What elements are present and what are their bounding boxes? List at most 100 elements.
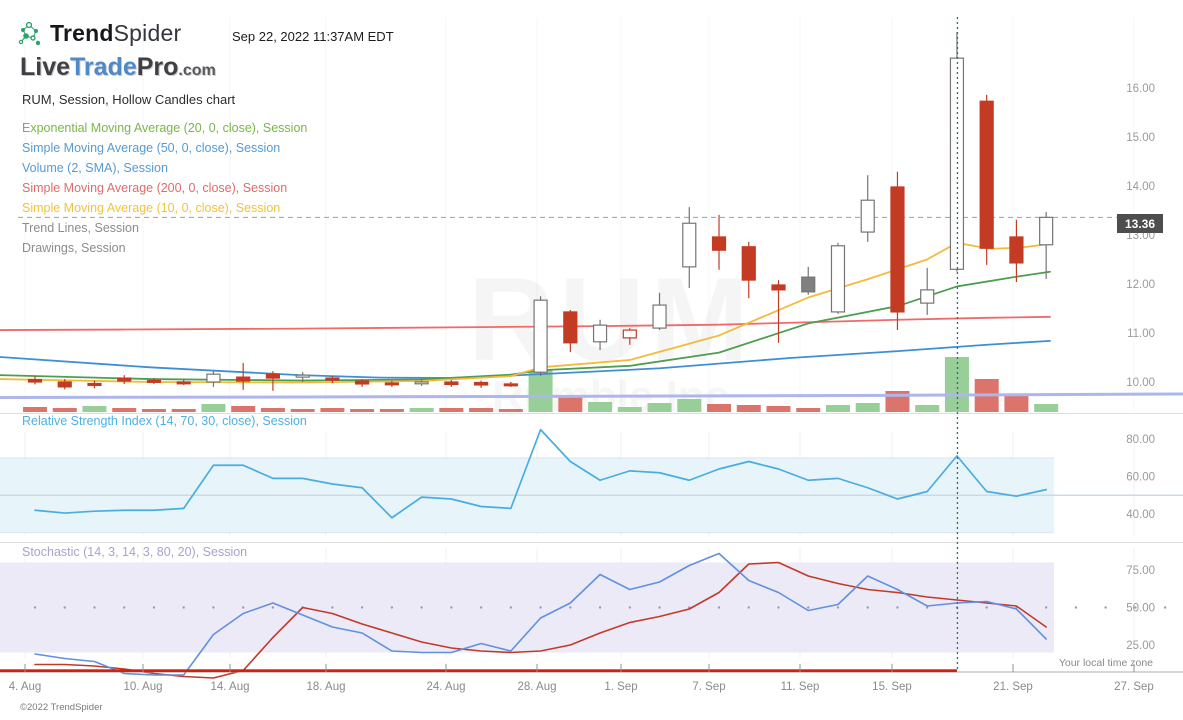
candle-body [741,246,756,281]
legend-item-0[interactable]: Exponential Moving Average (20, 0, close… [22,121,308,135]
volume-bar [260,408,285,412]
candle-body [27,378,43,383]
candle-body [890,186,905,313]
candle-body [1039,216,1054,246]
candle-body [295,374,310,378]
stoch-midline-dot [450,606,453,609]
stoch-midline-dot [123,606,126,609]
stoch-axis-label: 50.00 [1126,603,1155,615]
rsi-axis-label: 80.00 [1126,434,1155,446]
brand-trade: Trade [70,53,137,81]
volume-bar [588,402,613,412]
legend-item-1[interactable]: Simple Moving Average (50, 0, close), Se… [22,141,281,155]
legend-item-2[interactable]: Volume (2, SMA), Session [22,161,168,175]
stoch-midline-dot [598,606,602,609]
volume-bar [350,409,375,412]
candle-body [533,299,548,373]
volume-bar [141,409,166,412]
candle-body [771,284,786,291]
candle-body [325,377,340,381]
price-axis-label: 14.00 [1126,181,1155,193]
price-axis-label: 15.00 [1126,132,1155,144]
candle-body [265,373,281,379]
stochastic-d-line [34,561,1047,679]
ema20-line [0,270,1051,382]
stoch-midline-dot [420,606,423,609]
stoch-midline-dot [1044,606,1048,609]
candle-body [57,381,72,388]
stoch-midline-dot [628,606,631,609]
candle-body [384,382,399,386]
time-axis-label: 4. Aug [9,681,42,693]
candle-body [444,381,459,386]
stoch-midline-dot [926,606,929,609]
volume-bar [171,409,196,412]
volume-bar [825,405,850,412]
time-axis-label: 15. Sep [872,681,912,693]
volume-bar [766,406,791,412]
stoch-axis-label: 75.00 [1126,565,1155,577]
price-axis-label: 16.00 [1126,83,1155,95]
chart-timestamp: Sep 22, 2022 11:37AM EDT [232,29,394,44]
candle-body [1009,236,1024,264]
volume-bar [1034,404,1059,412]
legend-item-5[interactable]: Trend Lines, Session [22,221,139,235]
time-axis-label: 1. Sep [604,681,637,693]
price-axis-label: 13.00 [1126,230,1155,242]
livetradepro-logo: LiveTradePro.com [20,53,216,82]
stochastic-pane-label[interactable]: Stochastic (14, 3, 14, 3, 80, 20), Sessi… [22,545,248,559]
candle-body [503,383,518,387]
stoch-midline-dot [1074,606,1078,609]
stoch-midline-dot [1134,606,1137,609]
time-axis-label: 21. Sep [993,681,1033,693]
stoch-midline-dot [33,606,37,609]
time-axis-label: 11. Sep [781,681,820,693]
candle-body [146,379,162,383]
volume-ma-line [0,392,1183,399]
volume-bar [409,408,434,412]
stoch-midline-dot [896,606,899,609]
volume-bar [796,408,821,412]
volume-bar [439,408,464,412]
candle-body [563,311,578,344]
brand-live: Live [20,53,71,81]
stoch-midline-dot [331,606,334,609]
time-axis-label: 10. Aug [123,681,162,693]
volume-bar [736,405,761,412]
volume-bar [231,406,256,412]
candle-body [355,380,370,385]
legend-item-6[interactable]: Drawings, Session [22,241,126,255]
stoch-band [0,562,1054,653]
rsi-pane-label[interactable]: Relative Strength Index (14, 70, 30, clo… [22,414,307,428]
time-axis-label: 7. Sep [692,681,725,693]
legend-item-3[interactable]: Simple Moving Average (200, 0, close), S… [22,181,288,195]
volume-bar [290,409,315,412]
candle-body [801,276,816,293]
stoch-midline-dot [271,606,275,609]
legend-item-4[interactable]: Simple Moving Average (10, 0, close), Se… [22,201,281,215]
stoch-midline-dot [360,606,364,609]
candle-body [830,245,846,313]
bottom-trend-strength-line [0,669,957,673]
brand-tld: .com [178,62,216,79]
trendspider-wordmark: TrendSpider [50,20,182,46]
stoch-midline-dot [390,606,394,609]
stoch-midline-dot [985,606,988,609]
volume-bar [707,404,732,412]
candle-body [682,222,697,268]
volume-bar [647,403,672,412]
candle-body [206,373,221,383]
stoch-midline-dot [1104,606,1107,609]
volume-bar [52,408,77,412]
trendspider-logo: TrendSpider [16,20,181,47]
trendspider-network-icon [18,21,41,46]
stochastic-k-line [34,552,1047,676]
stoch-midline-dot [539,606,542,609]
candle-body [117,377,132,382]
stoch-midline-dot [212,606,215,609]
volume-bar [915,405,940,412]
time-axis-label: 28. Aug [517,681,556,693]
candle-body [920,289,935,304]
